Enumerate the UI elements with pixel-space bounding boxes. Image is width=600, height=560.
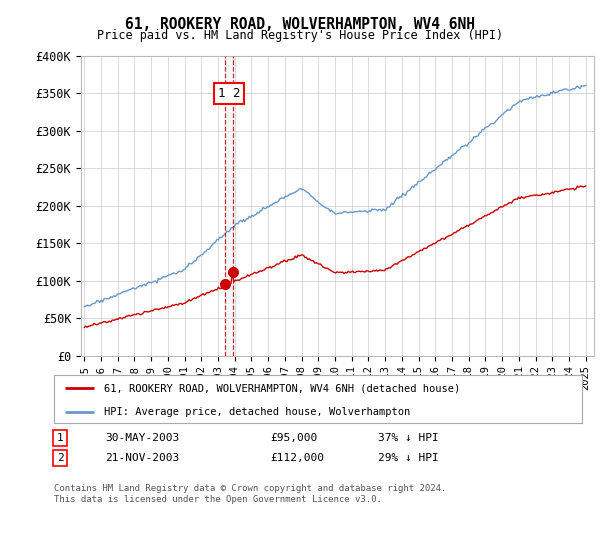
- Text: 61, ROOKERY ROAD, WOLVERHAMPTON, WV4 6NH (detached house): 61, ROOKERY ROAD, WOLVERHAMPTON, WV4 6NH…: [104, 383, 460, 393]
- Text: 1: 1: [56, 433, 64, 443]
- Text: £95,000: £95,000: [270, 433, 317, 443]
- Text: 29% ↓ HPI: 29% ↓ HPI: [378, 453, 439, 463]
- Text: 2: 2: [56, 453, 64, 463]
- Text: 1 2: 1 2: [218, 87, 240, 100]
- Bar: [225, 56, 233, 356]
- Text: 61, ROOKERY ROAD, WOLVERHAMPTON, WV4 6NH: 61, ROOKERY ROAD, WOLVERHAMPTON, WV4 6NH: [125, 17, 475, 31]
- Text: HPI: Average price, detached house, Wolverhampton: HPI: Average price, detached house, Wolv…: [104, 407, 410, 417]
- Text: 30-MAY-2003: 30-MAY-2003: [105, 433, 179, 443]
- Text: £112,000: £112,000: [270, 453, 324, 463]
- Text: 21-NOV-2003: 21-NOV-2003: [105, 453, 179, 463]
- Text: Price paid vs. HM Land Registry's House Price Index (HPI): Price paid vs. HM Land Registry's House …: [97, 29, 503, 42]
- Text: 37% ↓ HPI: 37% ↓ HPI: [378, 433, 439, 443]
- Text: Contains HM Land Registry data © Crown copyright and database right 2024.
This d: Contains HM Land Registry data © Crown c…: [54, 484, 446, 504]
